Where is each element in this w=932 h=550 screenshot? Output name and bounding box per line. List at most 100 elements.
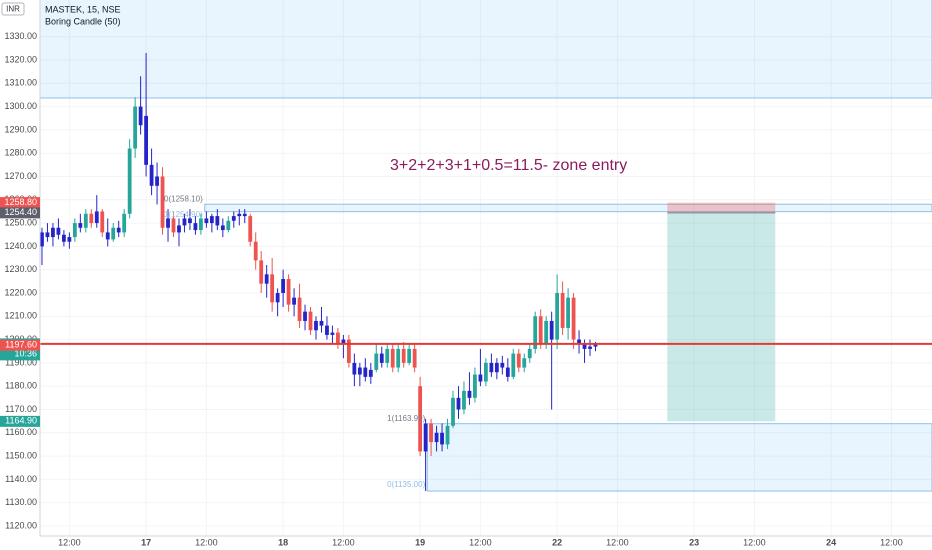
candle-body	[286, 279, 291, 305]
candle-body	[325, 325, 329, 335]
candle-body	[473, 374, 477, 398]
candle-body	[396, 348, 401, 368]
candle-body	[160, 176, 165, 228]
y-tick-label: 1270.00	[4, 171, 37, 181]
x-tick-label: 12:00	[606, 537, 629, 547]
candle-body	[352, 362, 357, 375]
candle-body	[253, 241, 258, 261]
candle-body	[357, 367, 362, 375]
candle-body	[385, 348, 390, 363]
candle-body	[478, 374, 483, 382]
target-area	[667, 212, 776, 422]
candle-body	[341, 339, 346, 345]
candle-body	[401, 348, 406, 363]
candle-body	[51, 227, 55, 238]
zone-label: 1(1254.90)	[164, 210, 203, 219]
x-tick-label: 22	[552, 537, 562, 547]
candle-body	[220, 225, 225, 231]
candle-body	[560, 292, 565, 328]
y-tick-label: 1330.00	[4, 31, 37, 41]
y-tick-label: 1220.00	[4, 287, 37, 297]
candle-body	[462, 390, 466, 410]
candle-body	[407, 348, 412, 363]
candle-body	[500, 362, 505, 368]
candle-body	[270, 274, 275, 303]
candle-body	[451, 397, 455, 426]
candle-body	[363, 367, 368, 377]
candle-body	[133, 106, 138, 149]
candle-body	[177, 225, 181, 233]
candle-body	[100, 211, 105, 233]
candle-body	[171, 218, 176, 233]
candle-body	[199, 218, 203, 231]
price-tag	[0, 197, 40, 209]
candle-body	[549, 320, 554, 340]
candle-body	[127, 148, 132, 214]
y-tick-label: 1160.00	[5, 427, 37, 437]
zone-label: 1(1163.90)	[387, 414, 425, 423]
x-tick-label: 24	[826, 537, 836, 547]
candle-body	[582, 344, 587, 349]
candle-body	[390, 348, 395, 368]
candle-body	[193, 223, 198, 231]
candle-body	[429, 423, 433, 443]
candle-body	[544, 320, 549, 345]
candle-body	[489, 362, 494, 373]
zone	[40, 0, 932, 99]
candle-body	[94, 211, 99, 224]
candle-body	[303, 311, 307, 321]
candle-body	[111, 227, 116, 240]
candle-body	[166, 218, 170, 228]
candle-body	[494, 362, 499, 373]
candle-body	[264, 274, 269, 284]
y-tick-label: 1210.00	[4, 311, 37, 321]
x-tick-label: 18	[278, 537, 288, 547]
stop-area	[667, 202, 776, 213]
candle-body	[297, 297, 302, 321]
candle-body	[588, 346, 592, 349]
candle-body	[577, 339, 581, 345]
candle-body	[445, 425, 450, 445]
candle-body	[593, 344, 598, 347]
candle-body	[434, 432, 439, 443]
candle-body	[182, 218, 187, 226]
candle-body	[237, 213, 242, 217]
candle-body	[259, 260, 264, 284]
x-tick-label: 19	[415, 537, 425, 547]
chart-title: MASTEK, 15, NSE	[45, 4, 121, 14]
zone	[426, 423, 932, 492]
candle-body	[67, 237, 72, 242]
candle-body	[215, 216, 220, 226]
annotation: 3+2+2+3+1+0.5=11.5- zone entry	[390, 157, 627, 174]
zone-label: 0(1135.00)	[387, 480, 425, 489]
candle-body	[527, 348, 532, 359]
zone	[204, 203, 932, 213]
currency-box	[1, 2, 25, 16]
candle-body	[423, 423, 428, 452]
candle-body	[40, 232, 44, 247]
candle-body	[319, 320, 324, 326]
candle-body	[78, 223, 83, 228]
candle-body	[483, 362, 488, 382]
candle-body	[538, 316, 543, 345]
candle-body	[45, 232, 50, 238]
axes: 1120.00 1130.00 1140.00 1150.00 1160.00 1170.…	[0, 31, 903, 547]
candle-body	[122, 213, 127, 233]
candle-body	[248, 216, 253, 242]
candle-body	[89, 213, 94, 224]
candle-body	[105, 232, 110, 240]
y-tick-label: 1250.00	[4, 217, 37, 227]
candle-body	[571, 297, 576, 340]
price-tag	[0, 207, 40, 219]
x-tick-label: 12:00	[469, 537, 492, 547]
price-tag-label: 1197.60	[5, 340, 37, 350]
candle-body	[226, 220, 231, 231]
candle-body	[204, 218, 209, 224]
candle-body	[281, 279, 286, 293]
candle-body	[336, 332, 340, 345]
candle-body	[209, 216, 214, 224]
x-tick-label: 12:00	[743, 537, 766, 547]
candle-body	[61, 234, 66, 242]
x-tick-label: 17	[141, 537, 151, 547]
